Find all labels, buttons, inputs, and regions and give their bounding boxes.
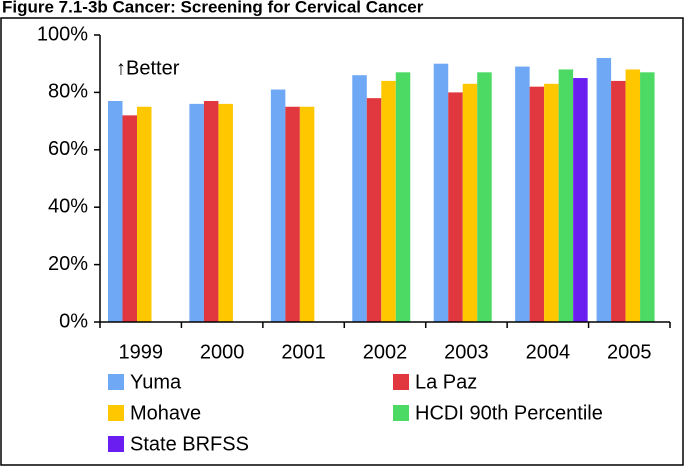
y-tick-label: 0% — [59, 310, 88, 332]
bar — [122, 115, 137, 322]
legend-swatch — [108, 405, 124, 421]
bar — [515, 66, 530, 322]
x-tick-label: 2003 — [444, 341, 489, 363]
annotation: ↑Better — [116, 57, 180, 79]
x-tick-label: 1999 — [118, 341, 163, 363]
bar — [189, 103, 204, 322]
legend-swatch — [108, 374, 124, 390]
y-tick-label: 20% — [48, 253, 88, 275]
bar — [137, 106, 152, 322]
y-tick-label: 80% — [48, 81, 88, 103]
x-tick-label: 2001 — [281, 341, 326, 363]
bar — [203, 101, 219, 322]
bar — [218, 103, 233, 322]
chart-title: Figure 7.1-3b Cancer: Screening for Cerv… — [2, 0, 424, 16]
bar — [625, 69, 641, 322]
bar — [611, 80, 626, 322]
x-tick-label: 2000 — [200, 341, 245, 363]
legend-swatch — [393, 405, 409, 421]
x-tick-label: 2002 — [363, 341, 408, 363]
bar — [352, 75, 367, 323]
legend-swatch — [393, 374, 409, 390]
bar — [640, 72, 655, 322]
bar — [299, 106, 315, 322]
y-tick-label: 60% — [48, 138, 88, 160]
legend-label: State BRFSS — [130, 433, 249, 455]
bar — [573, 78, 588, 322]
bar — [596, 57, 612, 323]
bar — [448, 92, 463, 323]
frame — [0, 17, 684, 466]
bar — [270, 89, 286, 322]
bar — [366, 98, 382, 322]
bar — [558, 69, 574, 322]
legend-swatch — [108, 436, 124, 452]
bar — [433, 63, 449, 322]
bar — [544, 83, 559, 322]
x-tick-label: 2004 — [526, 341, 571, 363]
legend-label: La Paz — [415, 371, 477, 393]
bar — [285, 106, 300, 322]
bar — [395, 72, 411, 322]
bar — [529, 86, 545, 322]
legend-label: HCDI 90th Percentile — [415, 402, 603, 424]
legend-label: Mohave — [130, 402, 201, 424]
legend-label: Yuma — [130, 371, 182, 393]
bar — [462, 83, 478, 322]
bar — [477, 72, 492, 322]
bar — [108, 101, 123, 322]
y-tick-label: 40% — [48, 195, 88, 217]
bar — [381, 80, 396, 322]
y-tick-label: 100% — [37, 23, 88, 45]
x-tick-label: 2005 — [607, 341, 652, 363]
